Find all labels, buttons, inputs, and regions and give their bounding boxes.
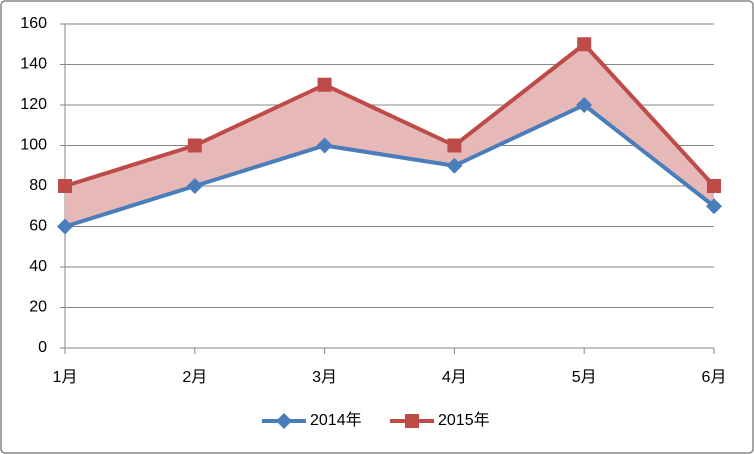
marker [57, 218, 73, 235]
x-tick-label: 4月 [442, 369, 467, 386]
y-tick-label: 0 [38, 339, 47, 356]
marker [577, 37, 592, 52]
marker [576, 97, 593, 113]
marker [187, 138, 202, 153]
legend-marker [405, 414, 419, 428]
y-tick-label: 120 [20, 96, 47, 113]
y-tick-label: 20 [29, 299, 47, 316]
x-tick-label: 5月 [572, 369, 597, 386]
marker [446, 157, 463, 174]
x-tick-label: 1月 [53, 369, 78, 386]
y-tick-label: 160 [20, 15, 47, 32]
marker [706, 198, 722, 215]
series-line [64, 103, 716, 229]
x-tick-label: 3月 [312, 369, 337, 386]
y-tick-label: 40 [29, 258, 47, 275]
x-tick-label: 6月 [702, 369, 727, 386]
marker [317, 77, 332, 92]
legend-marker [276, 413, 292, 429]
y-tick-label: 60 [29, 218, 47, 235]
series-line [64, 42, 716, 188]
marker [447, 138, 462, 153]
y-tick-label: 140 [20, 56, 47, 73]
y-tick-label: 80 [29, 177, 47, 194]
legend-label: 2014年 [310, 411, 362, 429]
y-tick-label: 100 [20, 137, 47, 154]
fill-between [65, 44, 714, 227]
marker [316, 137, 333, 154]
marker [186, 178, 203, 194]
marker [707, 179, 721, 193]
marker [58, 179, 72, 193]
x-tick-label: 2月 [182, 369, 207, 386]
legend-label: 2015年 [438, 411, 490, 429]
